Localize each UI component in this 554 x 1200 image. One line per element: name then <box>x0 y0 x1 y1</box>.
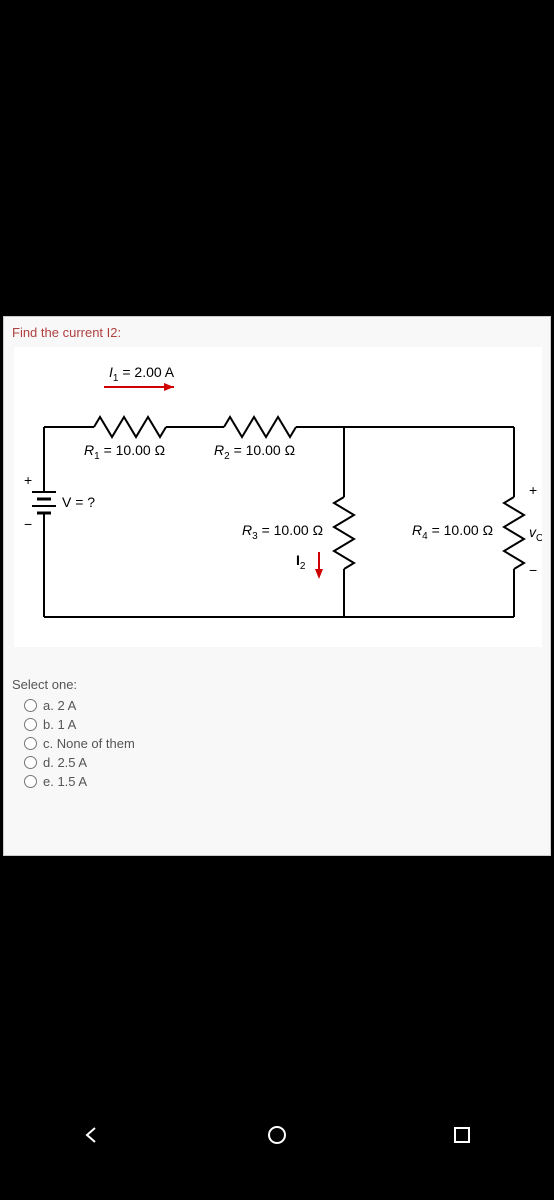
option-a[interactable]: a. 2 A <box>24 698 135 713</box>
android-nav-bar <box>0 1110 554 1160</box>
option-e[interactable]: e. 1.5 A <box>24 774 135 789</box>
radio-e[interactable] <box>24 775 37 788</box>
v-label: V = ? <box>62 494 95 510</box>
option-d-label: d. 2.5 A <box>43 755 87 770</box>
question-prompt: Find the current I2: <box>12 325 121 340</box>
phone-screen: Find the current I2: I1 = 2.00 A R1 = 10… <box>0 0 554 1200</box>
radio-b[interactable] <box>24 718 37 731</box>
v-minus: − <box>24 516 32 532</box>
r1-label: R1 = 10.00 Ω <box>84 442 165 462</box>
answer-options: Select one: a. 2 A b. 1 A c. None of the… <box>12 677 135 793</box>
vo-label: vO <box>529 524 542 544</box>
i2-label: I2 <box>296 552 306 572</box>
radio-a[interactable] <box>24 699 37 712</box>
radio-d[interactable] <box>24 756 37 769</box>
option-c[interactable]: c. None of them <box>24 736 135 751</box>
quiz-card: Find the current I2: I1 = 2.00 A R1 = 10… <box>3 316 551 856</box>
r3-label: R3 = 10.00 Ω <box>242 522 323 542</box>
r2-label: R2 = 10.00 Ω <box>214 442 295 462</box>
option-e-label: e. 1.5 A <box>43 774 87 789</box>
v-plus: + <box>24 472 32 488</box>
option-a-label: a. 2 A <box>43 698 76 713</box>
select-one-label: Select one: <box>12 677 135 692</box>
radio-c[interactable] <box>24 737 37 750</box>
r4-label: R4 = 10.00 Ω <box>412 522 493 542</box>
option-b[interactable]: b. 1 A <box>24 717 135 732</box>
vo-minus: − <box>529 562 537 578</box>
vo-plus: + <box>529 482 537 498</box>
r3-resistor <box>334 497 354 569</box>
circuit-diagram: I1 = 2.00 A R1 = 10.00 Ω R2 = 10.00 Ω <box>14 347 542 647</box>
option-d[interactable]: d. 2.5 A <box>24 755 135 770</box>
i1-arrowhead <box>164 383 174 391</box>
r2-resistor <box>224 417 296 437</box>
i1-label: I1 = 2.00 A <box>109 364 175 384</box>
recent-apps-button[interactable] <box>442 1115 482 1155</box>
r1-resistor <box>94 417 166 437</box>
r4-resistor <box>504 497 524 569</box>
option-b-label: b. 1 A <box>43 717 76 732</box>
back-button[interactable] <box>72 1115 112 1155</box>
i2-arrowhead <box>315 569 323 579</box>
option-c-label: c. None of them <box>43 736 135 751</box>
home-button[interactable] <box>257 1115 297 1155</box>
